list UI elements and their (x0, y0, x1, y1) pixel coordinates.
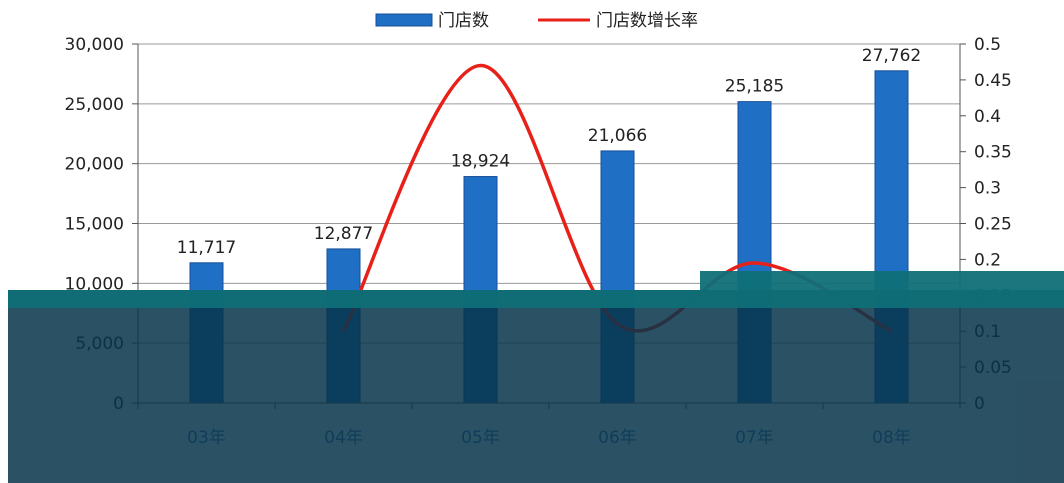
data-label-05年: 18,924 (451, 152, 510, 172)
growth-rate-line (341, 63, 893, 333)
right-axis-tick-label: 0.5 (974, 35, 1001, 55)
right-axis-tick-label: 0.45 (974, 71, 1012, 91)
dark-overlay-band (8, 271, 1064, 483)
data-label-06年: 21,066 (588, 126, 647, 146)
legend-label-stores: 门店数 (438, 11, 489, 31)
left-axis-tick-label: 20,000 (65, 155, 124, 175)
left-axis-tick-label: 30,000 (65, 35, 124, 55)
legend: 门店数 门店数增长率 (375, 11, 698, 31)
right-axis-tick-label: 0.35 (974, 143, 1012, 163)
line-series (341, 63, 893, 333)
right-axis-tick-label: 0.25 (974, 215, 1012, 235)
data-label-03年: 11,717 (177, 238, 236, 258)
data-label-08年: 27,762 (862, 46, 921, 66)
data-label-07年: 25,185 (725, 77, 784, 97)
data-label-04年: 12,877 (314, 224, 373, 244)
overlay-teal-strip-upper (700, 271, 1064, 291)
data-labels: 11,717 12,877 18,924 21,066 25,185 27,762 (177, 46, 921, 258)
left-axis-tick-label: 15,000 (65, 215, 124, 235)
right-axis-tick-label: 0.2 (974, 250, 1001, 270)
legend-label-growth: 门店数增长率 (596, 11, 698, 31)
legend-bar-swatch (375, 13, 433, 27)
left-axis-tick-label: 10,000 (65, 274, 124, 294)
right-axis-tick-label: 0.3 (974, 179, 1001, 199)
overlay-teal-strip (8, 290, 1064, 308)
right-axis-tick-label: 0.4 (974, 107, 1001, 127)
left-axis-tick-label: 25,000 (65, 95, 124, 115)
overlay-dark-block (8, 290, 1064, 483)
